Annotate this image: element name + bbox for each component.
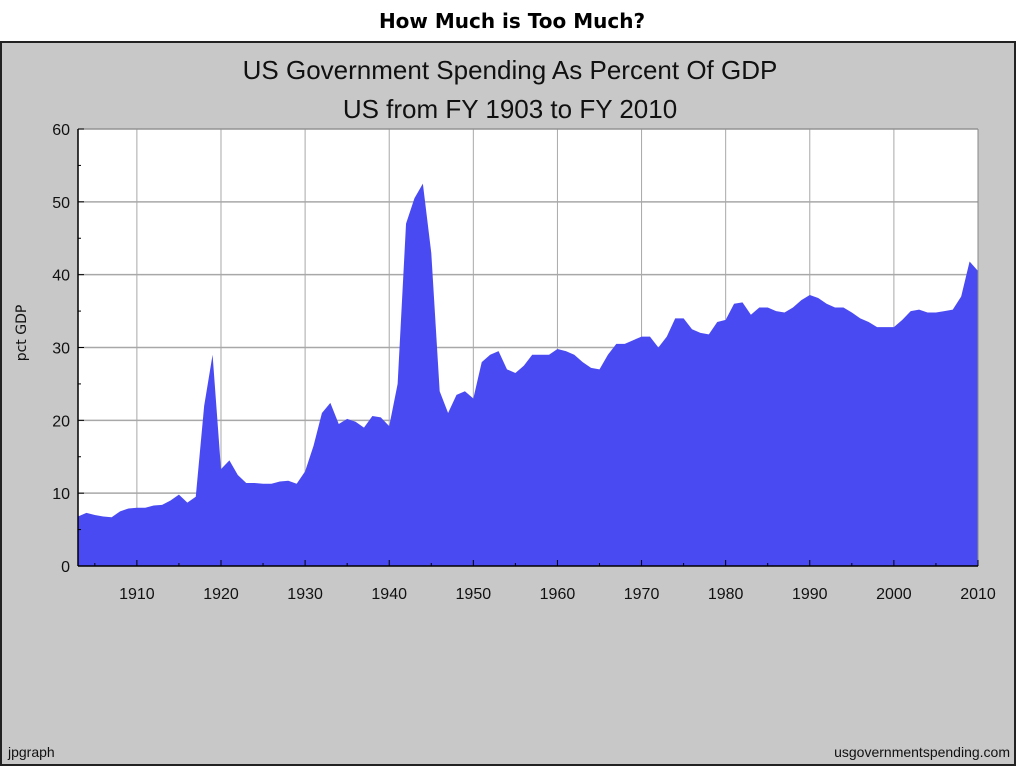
chart-title: US Government Spending As Percent Of GDP xyxy=(243,55,778,85)
x-tick-label: 1940 xyxy=(371,586,407,603)
axes xyxy=(77,128,979,567)
x-tick-label: 2000 xyxy=(876,586,912,603)
x-tick-label: 1970 xyxy=(624,586,660,603)
y-tick-label: 20 xyxy=(52,413,70,430)
x-tick-label: 1910 xyxy=(119,586,155,603)
y-tick-label: 10 xyxy=(52,486,70,503)
y-tick-label: 50 xyxy=(52,195,70,212)
y-tick-label: 60 xyxy=(52,122,70,139)
footer-left-credit: jpgraph xyxy=(7,744,55,760)
x-tick-label: 1930 xyxy=(287,586,323,603)
x-tick-label: 1950 xyxy=(456,586,492,603)
chart-frame: US Government Spending As Percent Of GDP… xyxy=(0,41,1016,766)
slide-title: How Much is Too Much? xyxy=(378,9,646,33)
footer-right-credit: usgovernmentspending.com xyxy=(834,744,1010,760)
spending-area xyxy=(78,183,978,566)
y-tick-label: 30 xyxy=(52,341,70,358)
y-tick-label: 0 xyxy=(61,559,70,576)
x-tick-label: 1960 xyxy=(540,586,576,603)
x-tick-labels: 1910 1920 1930 1940 1950 1960 1970 1980 1990 2000… xyxy=(119,586,996,603)
x-tick-label: 1990 xyxy=(792,586,828,603)
y-tick-labels: 0 10 20 30 40 50 60 xyxy=(52,122,70,576)
x-tick-label: 1980 xyxy=(708,586,744,603)
chart-subtitle: US from FY 1903 to FY 2010 xyxy=(343,94,677,124)
chart-svg: US Government Spending As Percent Of GDP… xyxy=(7,55,1010,760)
y-tick-label: 40 xyxy=(52,268,70,285)
x-tick-label: 2010 xyxy=(960,586,996,603)
y-axis-label: pct GDP xyxy=(14,305,30,362)
x-tick-label: 1920 xyxy=(203,586,239,603)
